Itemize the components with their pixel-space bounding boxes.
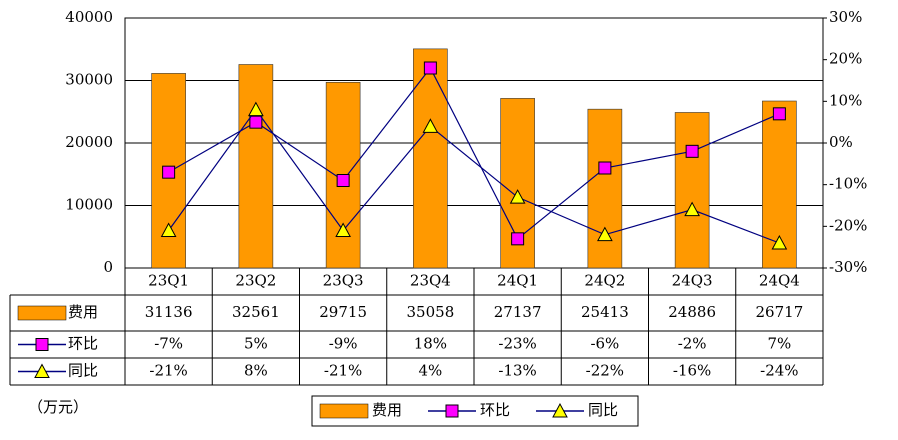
x-tick-label: 24Q2 [584, 272, 625, 290]
marker [685, 144, 699, 158]
table-legend-label: 环比 [68, 335, 98, 353]
table-cell: 32561 [232, 303, 280, 321]
table-cell: -7% [154, 335, 183, 353]
x-tick-label: 24Q1 [497, 272, 538, 290]
y2-tick-label: 0% [829, 133, 853, 151]
y2-tick-label: 20% [829, 50, 862, 68]
y-tick-label: 10000 [65, 196, 113, 214]
table-cell: 35058 [407, 303, 455, 321]
x-tick-label: 24Q4 [759, 272, 800, 290]
unit-label: （万元） [28, 398, 88, 416]
marker [335, 222, 351, 237]
marker [423, 61, 437, 75]
bar [587, 108, 623, 269]
marker [597, 226, 613, 242]
marker [336, 174, 350, 187]
x-tick-label: 23Q2 [235, 272, 276, 290]
marker [511, 232, 525, 246]
y2-tick-label: 30% [829, 8, 862, 26]
marker [772, 107, 786, 121]
table-legend-label: 费用 [68, 303, 98, 321]
legend-key-marker [445, 404, 459, 418]
table-legend-label: 同比 [68, 362, 98, 380]
y2-tick-label: 10% [829, 91, 862, 109]
marker [598, 161, 612, 175]
marker [509, 189, 526, 204]
legend-label: 环比 [480, 401, 510, 419]
table-cell: 8% [244, 362, 268, 380]
table-cell: -24% [760, 362, 798, 380]
y2-tick-label: -10% [829, 175, 867, 193]
bar [238, 64, 274, 269]
x-tick-label: 23Q1 [148, 272, 189, 290]
legend-key-marker [552, 402, 568, 418]
table-cell: 31136 [145, 303, 193, 321]
marker [249, 115, 263, 129]
bar [413, 48, 448, 269]
table-legend-key-marker [35, 338, 49, 351]
marker [248, 101, 264, 117]
x-tick-label: 23Q4 [410, 272, 451, 290]
marker [162, 165, 176, 179]
table-cell: 18% [414, 335, 447, 353]
table-cell: -16% [673, 362, 711, 380]
x-tick-label: 23Q3 [323, 272, 364, 290]
table-cell: -2% [678, 335, 707, 353]
marker [771, 234, 788, 250]
table-cell: 25413 [581, 303, 629, 321]
table-cell: 24886 [668, 303, 716, 321]
table-cell: 5% [244, 335, 268, 353]
legend-label: 费用 [372, 401, 402, 419]
table-cell: -13% [498, 362, 536, 380]
table-cell: -9% [329, 335, 358, 353]
table-cell: -22% [586, 362, 624, 380]
y-tick-label: 40000 [65, 8, 113, 26]
legend-label: 同比 [588, 401, 618, 419]
line [168, 66, 780, 240]
table-cell: 4% [418, 362, 442, 380]
table-cell: 26717 [756, 303, 804, 321]
table-cell: -21% [324, 362, 362, 380]
x-tick-label: 24Q3 [672, 272, 713, 290]
marker [160, 222, 177, 237]
line [168, 108, 780, 244]
marker [684, 201, 700, 217]
table-legend-key-marker [34, 363, 50, 378]
y-tick-label: 30000 [65, 71, 113, 89]
y-tick-label: 0 [103, 258, 113, 276]
table-cell: 29715 [319, 303, 367, 321]
marker [422, 118, 439, 133]
y2-tick-label: -30% [829, 258, 867, 276]
legend-key [319, 403, 369, 419]
table-legend-key [17, 305, 67, 321]
table-cell: -21% [149, 362, 187, 380]
y2-tick-label: -20% [829, 216, 867, 234]
table-cell: 7% [767, 335, 791, 353]
table-cell: -23% [498, 335, 536, 353]
table-cell: 27137 [494, 303, 542, 321]
table-cell: -6% [590, 335, 619, 353]
bar [674, 112, 710, 269]
y-tick-label: 20000 [65, 133, 113, 151]
